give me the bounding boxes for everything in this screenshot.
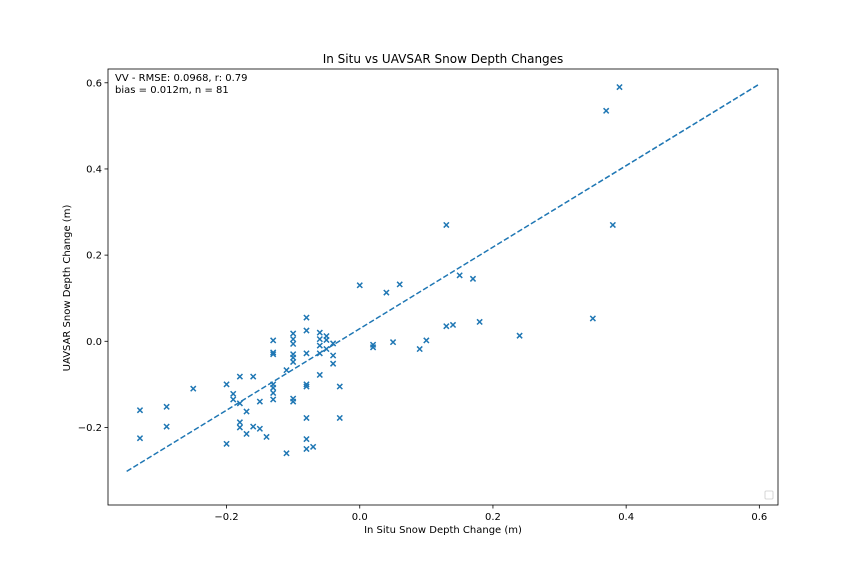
data-point (290, 340, 297, 348)
data-point (136, 435, 144, 442)
stats-annotation-line-2: bias = 0.012m, n = 81 (115, 85, 229, 96)
data-point (303, 435, 310, 443)
data-point (163, 403, 170, 410)
data-point (396, 281, 403, 288)
data-point (589, 315, 596, 322)
data-point (290, 358, 297, 366)
y-axis-label: UAVSAR Snow Depth Change (m) (62, 205, 73, 372)
data-point (323, 345, 330, 353)
empty-legend-box (764, 490, 774, 500)
data-point (469, 275, 477, 282)
data-point (316, 329, 323, 336)
data-point (303, 383, 310, 390)
data-point (323, 336, 330, 344)
data-point (303, 414, 310, 422)
plot-area: −0.2 0.0 0.2 0.4 0.6 −0.2 0.0 0.2 0.4 0.6 (78, 68, 779, 523)
chart-title: In Situ vs UAVSAR Snow Depth Changes (323, 52, 564, 66)
data-point (270, 337, 277, 344)
data-point (236, 424, 243, 431)
y-tick-label: −0.2 (78, 423, 102, 434)
data-point (329, 340, 337, 347)
y-tick-label: 0.4 (86, 164, 102, 175)
data-point (283, 450, 290, 457)
data-point (303, 314, 310, 321)
data-point (316, 342, 323, 349)
data-point (223, 381, 230, 388)
data-point (369, 344, 377, 351)
data-point (250, 423, 257, 430)
data-point (316, 371, 323, 379)
data-point (236, 419, 243, 426)
data-point (256, 398, 263, 405)
y-tick-label: 0.2 (86, 251, 102, 262)
x-tick-label: 0.2 (485, 512, 501, 523)
x-tick-label: 0.6 (751, 512, 767, 523)
data-point (329, 352, 337, 359)
data-point (516, 332, 523, 339)
data-point (329, 360, 337, 367)
data-point (303, 327, 310, 334)
data-point (270, 396, 277, 403)
x-axis-label: In Situ Snow Depth Change (m) (364, 525, 522, 536)
data-point (256, 425, 263, 432)
data-point (443, 323, 450, 330)
data-point (230, 396, 237, 403)
data-point (476, 318, 483, 326)
data-point (270, 389, 277, 397)
data-point (290, 398, 297, 405)
data-point (303, 350, 310, 357)
x-tick-label: −0.2 (214, 512, 238, 523)
data-point (236, 373, 243, 380)
data-point (389, 339, 397, 346)
data-point (270, 384, 277, 391)
data-point (303, 381, 310, 388)
stats-annotation-line-1: VV - RMSE: 0.0968, r: 0.79 (115, 73, 248, 84)
fit-line (126, 83, 760, 473)
data-point (163, 423, 170, 430)
axes-frame (107, 68, 779, 506)
data-point (303, 445, 310, 453)
data-point (416, 345, 423, 353)
data-point (190, 385, 197, 392)
data-point (336, 414, 343, 422)
data-point (136, 407, 144, 414)
data-point (270, 351, 277, 358)
data-point (309, 443, 317, 450)
data-point (236, 400, 243, 407)
data-point (283, 367, 290, 374)
data-point (356, 282, 363, 289)
y-tick-label: 0.6 (86, 78, 102, 89)
data-point (290, 335, 297, 343)
data-point (456, 272, 463, 279)
data-point (243, 408, 250, 415)
data-point (616, 83, 623, 91)
data-point (603, 107, 610, 114)
data-point (423, 337, 430, 344)
data-point (316, 350, 323, 357)
data-point (243, 430, 250, 438)
x-tick-label: 0.0 (352, 512, 368, 523)
data-point (290, 330, 297, 337)
x-tick-label: 0.4 (618, 512, 634, 523)
data-point (270, 349, 277, 356)
data-point (223, 440, 230, 447)
data-point (336, 383, 343, 390)
data-point (263, 433, 270, 441)
data-point (449, 321, 457, 329)
data-point (383, 289, 390, 296)
data-point (443, 221, 450, 229)
data-point (316, 335, 323, 343)
data-point (609, 221, 616, 229)
data-point (250, 373, 257, 380)
y-tick-label: 0.0 (86, 337, 102, 348)
data-point (230, 390, 237, 397)
